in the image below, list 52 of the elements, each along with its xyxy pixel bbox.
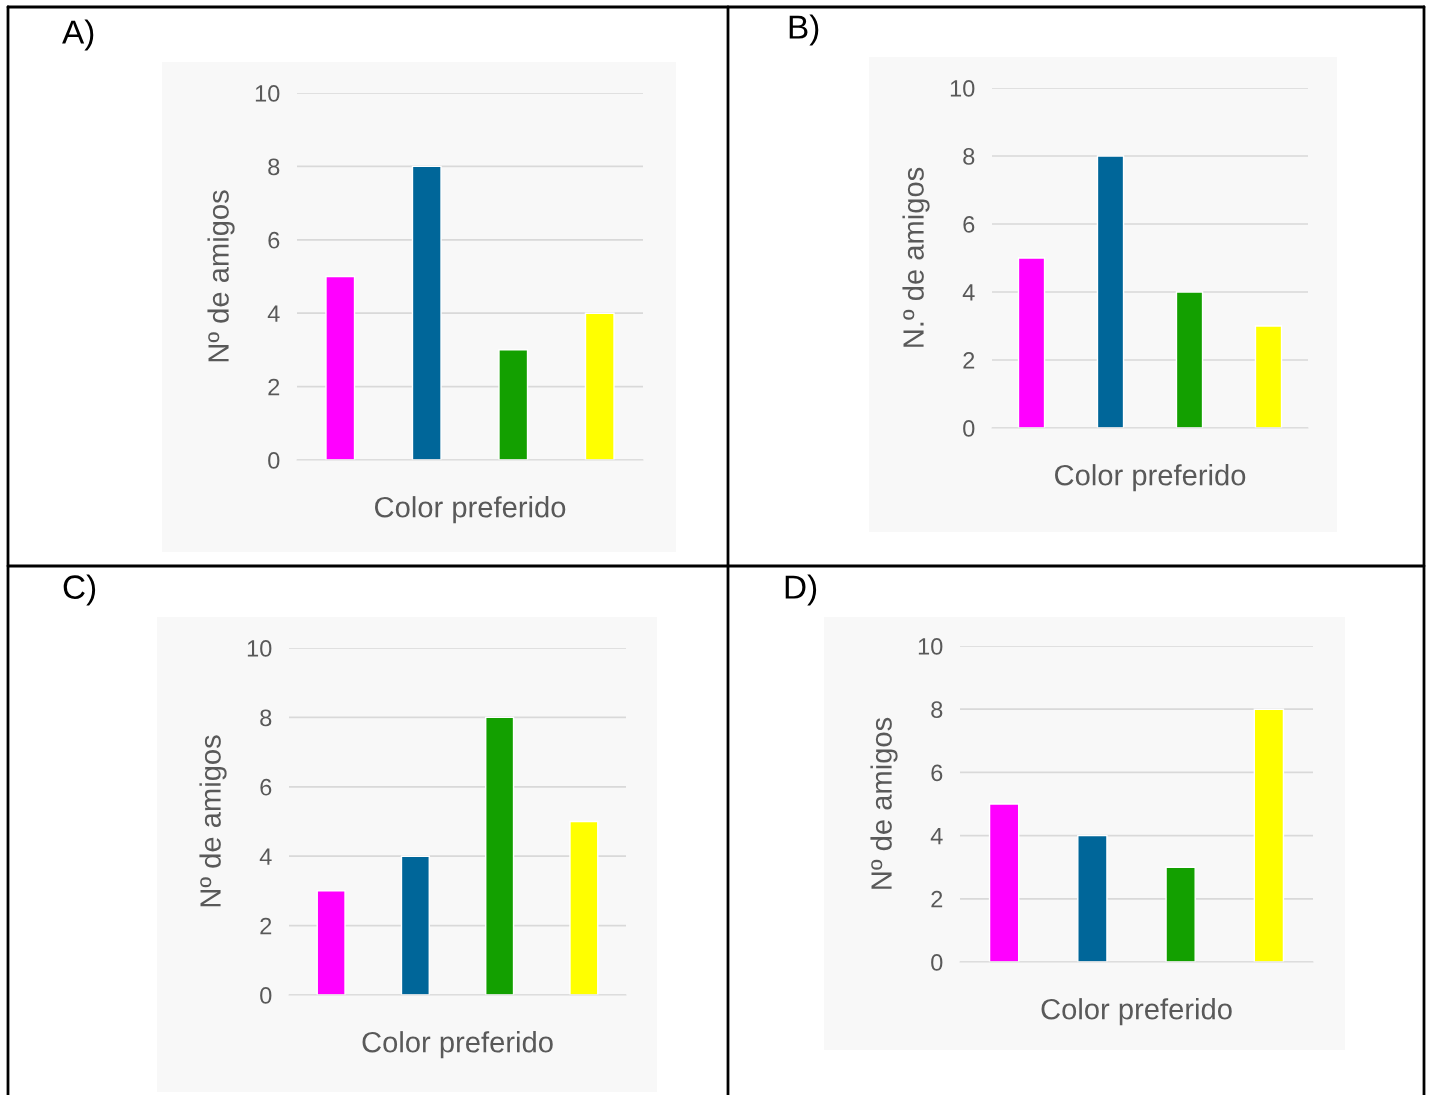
y-tick-label: 4 xyxy=(259,848,272,865)
y-tick-label: 6 xyxy=(963,216,975,233)
bar xyxy=(1017,257,1046,428)
bar xyxy=(325,275,356,460)
bar xyxy=(584,312,615,460)
x-axis-title: Color preferido xyxy=(1041,998,1232,1026)
y-tick-label: 8 xyxy=(963,148,975,165)
bar xyxy=(1253,708,1285,962)
y-tick-label: 10 xyxy=(255,85,280,102)
y-tick-label: 4 xyxy=(962,284,975,301)
y-tick-label: 0 xyxy=(268,452,280,469)
y-tick-label: 4 xyxy=(930,827,943,845)
y-tick-label: 0 xyxy=(260,987,272,1004)
y-tick-label: 10 xyxy=(918,638,943,655)
y-tick-label: 0 xyxy=(963,420,975,437)
y-axis-title: Nº de amigos xyxy=(207,190,235,362)
chart-title: A) xyxy=(62,19,94,51)
bar xyxy=(988,803,1020,962)
bar xyxy=(1077,834,1108,962)
x-axis-title: Color preferido xyxy=(1055,464,1246,492)
chart-title: B) xyxy=(789,14,819,46)
y-tick-label: 6 xyxy=(260,778,272,796)
y-axis-title: N.º de amigos xyxy=(902,167,930,347)
y-axis-title: Nº de amigos xyxy=(870,717,898,889)
y-tick-label: 6 xyxy=(931,764,943,782)
y-tick-label: 2 xyxy=(260,917,272,935)
bar xyxy=(1096,155,1125,428)
y-axis-title: Nº de amigos xyxy=(199,735,227,907)
y-tick-label: 6 xyxy=(268,231,280,249)
y-tick-label: 10 xyxy=(950,80,975,97)
bar xyxy=(569,820,599,995)
bar xyxy=(400,855,430,995)
y-tick-label: 0 xyxy=(931,954,943,971)
y-tick-label: 4 xyxy=(267,305,280,322)
y-tick-label: 8 xyxy=(268,158,280,176)
bar xyxy=(1165,866,1196,962)
y-tick-label: 8 xyxy=(260,709,272,727)
y-tick-label: 2 xyxy=(268,378,280,396)
chart-title: C) xyxy=(63,574,96,606)
bar xyxy=(1254,325,1283,428)
bar xyxy=(485,716,515,995)
x-axis-title: Color preferido xyxy=(375,496,566,524)
y-tick-label: 2 xyxy=(931,890,943,908)
chart-title: D) xyxy=(785,574,817,606)
x-axis-title: Color preferido xyxy=(362,1031,553,1059)
bar xyxy=(316,890,346,995)
y-tick-label: 8 xyxy=(931,701,943,718)
bar xyxy=(1175,291,1204,428)
y-tick-label: 2 xyxy=(963,352,975,369)
bar xyxy=(411,165,442,460)
y-tick-label: 10 xyxy=(247,640,272,657)
bar xyxy=(498,349,529,460)
